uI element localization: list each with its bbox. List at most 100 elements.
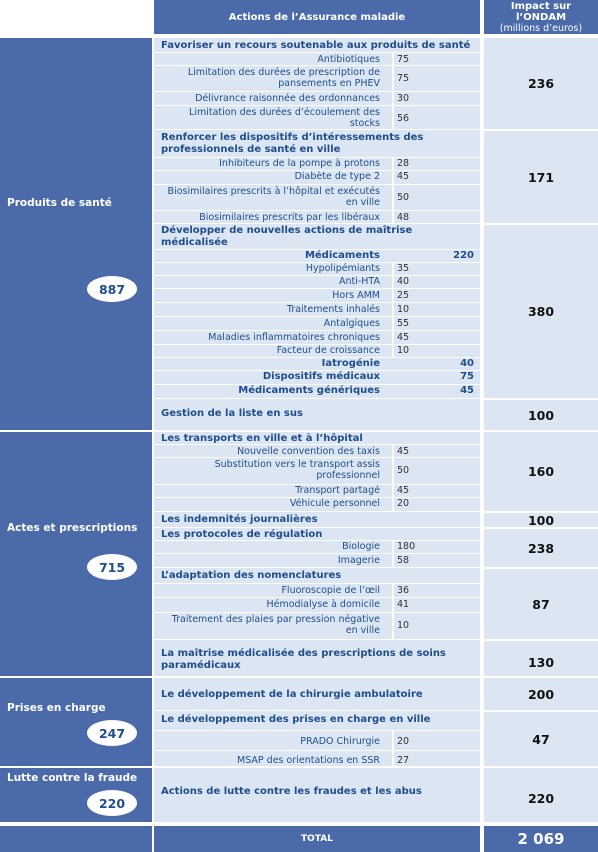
item-label: Délivrance raisonnée des ordonnances	[195, 93, 380, 104]
section-separator	[154, 129, 480, 130]
item-label: Hors AMM	[332, 290, 380, 301]
category-total-oval: 220	[87, 790, 137, 816]
item-label: MSAP des orientations en SSR	[237, 755, 380, 766]
section-title: Gestion de la liste en sus	[161, 408, 303, 419]
section-separator	[154, 527, 480, 528]
item-label: Hémodialyse à domicile	[266, 599, 380, 610]
item-label: Traitement des plaies par pression négat…	[171, 614, 380, 636]
item-value: 50	[397, 465, 410, 476]
bold-item-label: Iatrogénie	[321, 358, 380, 369]
section-title: Les indemnités journalières	[161, 514, 318, 525]
section-separator	[154, 223, 480, 224]
bold-item-value: 220	[453, 250, 474, 261]
bold-item-label: Dispositifs médicaux	[262, 371, 380, 382]
category-lutte-fraude: Lutte contre la fraude 220	[0, 768, 152, 822]
category-label: Actes et prescriptions	[7, 522, 138, 534]
item-label: Diabète de type 2	[294, 171, 380, 182]
section-title: Le développement des prises en charge en…	[161, 714, 431, 725]
item-value: 45	[397, 332, 410, 343]
item-value: 45	[397, 485, 410, 496]
item-label: Anti-HTA	[338, 276, 380, 287]
bold-item-value: 75	[460, 371, 474, 382]
item-label: Maladies inflammatoires chroniques	[208, 332, 380, 343]
header-impact-line1: Impact sur	[510, 0, 572, 12]
section-title: Développer de nouvelles actions de maîtr…	[161, 225, 413, 248]
impact-value: 130	[484, 641, 598, 676]
total-label: TOTAL	[154, 826, 480, 852]
row-line	[154, 444, 480, 445]
row-line	[154, 457, 480, 458]
bold-item-value: 40	[460, 358, 474, 369]
item-label: Antibiotiques	[317, 54, 380, 65]
row-line	[154, 330, 480, 331]
header-impact-line3: (millions d’euros)	[499, 22, 583, 34]
col-separator	[392, 540, 394, 567]
impact-value: 160	[484, 432, 598, 511]
section-separator	[154, 567, 480, 568]
item-label: Limitation des durées d’écoulement des s…	[189, 107, 380, 129]
item-value: 58	[397, 555, 410, 566]
impact-value: 380	[484, 225, 598, 398]
item-label: Biosimilaires prescrits à l’hôpital et e…	[167, 186, 380, 208]
item-value: 28	[397, 158, 410, 169]
section-title: Favoriser un recours soutenable aux prod…	[161, 40, 471, 51]
header-impact: Impact sur l’ONDAM (millions d’euros)	[484, 0, 598, 34]
row-line	[154, 583, 480, 584]
section-separator	[154, 766, 480, 768]
item-label: Fluoroscopie de l’œil	[281, 585, 380, 596]
section-separator	[154, 710, 480, 711]
item-value: 75	[397, 54, 410, 65]
row-line	[154, 65, 480, 66]
row-line	[154, 384, 480, 385]
col-separator	[392, 444, 394, 511]
row-line	[154, 249, 480, 250]
item-label: Facteur de croissance	[276, 345, 380, 356]
item-value: 40	[397, 276, 410, 287]
item-value: 48	[397, 212, 410, 223]
row-line	[154, 750, 480, 751]
section-separator	[154, 398, 480, 399]
row-line	[154, 344, 480, 345]
section-title: Les protocoles de régulation	[161, 529, 323, 540]
item-value: 45	[397, 171, 410, 182]
section-separator	[154, 430, 480, 432]
item-label: Hypolipémiants	[305, 263, 380, 274]
row-line	[154, 370, 480, 371]
category-total-oval: 887	[87, 276, 137, 302]
section-title: Renforcer les dispositifs d’intéressemen…	[161, 132, 424, 155]
section-separator	[154, 639, 480, 640]
item-value: 36	[397, 585, 410, 596]
row-line	[154, 497, 480, 498]
item-label: Limitation des durées de prescription de…	[187, 67, 380, 89]
row-line	[154, 316, 480, 317]
category-label: Produits de santé	[7, 197, 112, 209]
bold-item-label: Médicaments	[304, 250, 380, 261]
section-title: Actions de lutte contre les fraudes et l…	[161, 786, 422, 797]
category-actes-prescriptions: Actes et prescriptions 715	[0, 432, 152, 676]
footer-left-cell	[0, 826, 152, 852]
item-value: 20	[397, 498, 410, 509]
item-value: 45	[397, 446, 410, 457]
row-line	[154, 302, 480, 303]
row-line	[154, 184, 480, 185]
row-line	[154, 597, 480, 598]
row-line	[154, 275, 480, 276]
impact-value: 47	[484, 712, 598, 766]
section-separator	[154, 676, 480, 678]
item-label: Antalgiques	[323, 318, 380, 329]
row-line	[154, 210, 480, 211]
row-line	[154, 484, 480, 485]
impact-value: 100	[484, 400, 598, 430]
row-line	[154, 262, 480, 263]
item-value: 27	[397, 755, 410, 766]
col-separator	[392, 262, 394, 357]
item-value: 25	[397, 290, 410, 301]
row-line	[154, 612, 480, 613]
col-separator	[392, 157, 394, 224]
header-actions: Actions de l’Assurance maladie	[154, 0, 480, 34]
category-total-oval: 247	[87, 720, 137, 746]
item-value: 30	[397, 93, 410, 104]
row-line	[154, 553, 480, 554]
item-value: 10	[397, 304, 410, 315]
section-title: L’adaptation des nomenclatures	[161, 570, 342, 581]
